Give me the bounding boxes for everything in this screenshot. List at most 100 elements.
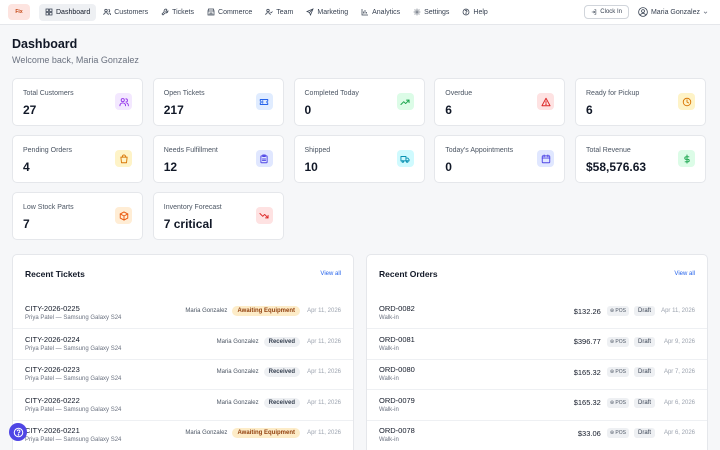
- stat-label: Total Customers: [23, 90, 74, 97]
- stat-card[interactable]: Inventory Forecast 7 critical: [152, 192, 284, 240]
- stat-card[interactable]: Total Customers 27: [12, 78, 143, 126]
- ticket-icon: [260, 98, 269, 105]
- channel-label: POS: [615, 369, 626, 375]
- users-icon: [103, 8, 112, 16]
- order-customer: Walk-in: [379, 437, 399, 443]
- users-icon: [118, 97, 129, 106]
- ticket-assignee: Maria Gonzalez: [185, 430, 228, 436]
- nav-item-tickets[interactable]: Tickets: [155, 4, 200, 21]
- order-customer: Walk-in: [379, 315, 399, 321]
- top-navbar: Fix Dashboard Customers Tickets Commerce…: [0, 0, 720, 25]
- status-badge: Draft: [633, 306, 655, 316]
- status-badge: Draft: [633, 367, 655, 377]
- nav-item-dashboard[interactable]: Dashboard: [39, 3, 97, 21]
- ticket-id: CITY-2026-0221: [25, 426, 80, 435]
- order-row[interactable]: ORD-0081 Walk-in $396.77 ⊛ POS Draft Apr 9, 2…: [367, 329, 707, 360]
- stat-value: 7 critical: [163, 217, 213, 231]
- nav-item-settings[interactable]: Settings: [407, 4, 455, 21]
- stat-label: Open Tickets: [163, 90, 205, 97]
- recent-tickets-title: Recent Tickets: [25, 269, 85, 279]
- nav-item-label: Analytics: [372, 8, 401, 16]
- ticket-id: CITY-2026-0222: [25, 395, 80, 405]
- stat-card[interactable]: Shipped 10: [293, 135, 425, 183]
- stat-card[interactable]: Total Revenue $58,576.63: [575, 135, 706, 183]
- nav-item-label: Team: [276, 8, 294, 16]
- ticket-customer-device: Priya Patel — Samsung Galaxy S24: [25, 315, 122, 321]
- ticket-assignee: Maria Gonzalez: [216, 399, 259, 406]
- nav-item-commerce[interactable]: Commerce: [201, 4, 258, 21]
- stat-label: Shipped: [304, 147, 331, 154]
- floating-help-button[interactable]: [9, 423, 27, 441]
- order-row[interactable]: ORD-0079 Walk-in $165.32 ⊛ POS Draft Apr 6, 2…: [367, 390, 707, 421]
- order-meta: $132.26 ⊛ POS Draft Apr 11, 2026: [574, 306, 695, 316]
- nav-item-marketing[interactable]: Marketing: [300, 4, 354, 21]
- ticket-assignee: Maria Gonzalez: [216, 338, 259, 345]
- stat-card[interactable]: Ready for Pickup 6: [575, 78, 706, 126]
- channel-badge: ⊛ POS: [606, 306, 629, 316]
- dashboard-icon: [45, 8, 53, 16]
- stat-icon-badge: [678, 150, 695, 167]
- nav-item-analytics[interactable]: Analytics: [355, 4, 406, 21]
- stat-value: 7: [23, 217, 30, 231]
- stat-card[interactable]: Completed Today 0: [293, 78, 425, 126]
- order-date: Apr 6, 2026: [663, 399, 695, 406]
- order-row[interactable]: ORD-0080 Walk-in $165.32 ⊛ POS Draft Apr 7, 2…: [367, 359, 707, 390]
- send-icon: [306, 8, 315, 16]
- stat-value: $58,576.63: [586, 160, 647, 174]
- stat-label: Total Revenue: [586, 147, 631, 154]
- stat-icon-badge: [255, 93, 273, 110]
- tickets-view-all-link[interactable]: View all: [320, 271, 341, 277]
- ticket-customer-device: Priya Patel — Samsung Galaxy S24: [25, 376, 122, 382]
- ticket-meta: Maria Gonzalez Received Apr 11, 2026: [216, 336, 341, 347]
- stat-icon-badge: [537, 150, 555, 167]
- stat-value: 4: [23, 160, 30, 174]
- ticket-row[interactable]: CITY-2026-0225 Priya Patel — Samsung Gala…: [13, 298, 353, 329]
- ticket-id: CITY-2026-0225: [25, 304, 80, 313]
- clock-icon: [682, 97, 691, 106]
- stat-label: Ready for Pickup: [586, 90, 640, 97]
- clock-in-label: Clock In: [600, 9, 622, 15]
- stat-card[interactable]: Today's Appointments 0: [434, 135, 566, 183]
- stat-icon-badge: [255, 150, 273, 167]
- stat-card[interactable]: Needs Fulfillment 12: [152, 135, 284, 183]
- order-meta: $33.06 ⊛ POS Draft Apr 6, 2026: [578, 428, 695, 438]
- nav-item-label: Customers: [114, 8, 149, 16]
- app-logo[interactable]: Fix: [8, 4, 30, 20]
- stat-card[interactable]: Pending Orders 4: [12, 135, 143, 183]
- ticket-row[interactable]: CITY-2026-0224 Priya Patel — Samsung Gala…: [13, 329, 353, 360]
- clipboard-icon: [260, 153, 268, 163]
- stat-label: Inventory Forecast: [163, 204, 222, 211]
- stat-icon-badge: [537, 93, 555, 110]
- bar-chart-icon: [361, 9, 369, 16]
- user-menu[interactable]: Maria Gonzalez: [638, 7, 708, 17]
- help-circle-icon: [13, 427, 23, 437]
- status-badge: Received: [263, 397, 300, 408]
- team-icon: [265, 8, 274, 16]
- user-name: Maria Gonzalez: [650, 8, 700, 16]
- help-circle-icon: [463, 8, 470, 16]
- order-customer: Walk-in: [379, 406, 399, 413]
- recent-orders-panel: Recent Orders View all ORD-0082 Walk-in $1…: [366, 254, 708, 450]
- stat-card[interactable]: Overdue 6: [434, 78, 566, 126]
- ticket-row[interactable]: CITY-2026-0222 Priya Patel — Samsung Gala…: [13, 390, 353, 421]
- nav-item-help[interactable]: Help: [456, 4, 493, 21]
- orders-view-all-link[interactable]: View all: [674, 271, 695, 277]
- stat-label: Low Stock Parts: [23, 204, 74, 211]
- chevron-down-icon: [703, 10, 708, 14]
- stat-card[interactable]: Open Tickets 217: [152, 78, 284, 126]
- clock-in-button[interactable]: Clock In: [584, 5, 629, 19]
- nav-item-team[interactable]: Team: [259, 4, 299, 21]
- order-id: ORD-0081: [379, 334, 415, 344]
- stat-label: Needs Fulfillment: [163, 147, 218, 154]
- stat-icon-badge: [396, 150, 414, 167]
- stat-card[interactable]: Low Stock Parts 7: [12, 192, 143, 240]
- order-amount: $396.77: [573, 337, 601, 346]
- ticket-row[interactable]: CITY-2026-0221 Priya Patel — Samsung Gala…: [13, 420, 353, 450]
- order-row[interactable]: ORD-0078 Walk-in $33.06 ⊛ POS Draft Apr 6, 20…: [367, 420, 707, 450]
- stat-value: 0: [445, 160, 452, 174]
- order-row[interactable]: ORD-0082 Walk-in $132.26 ⊛ POS Draft Apr 11, …: [367, 298, 707, 329]
- nav-item-customers[interactable]: Customers: [97, 4, 154, 21]
- ticket-meta: Maria Gonzalez Awaiting Equipment Apr 11, …: [185, 306, 341, 316]
- stat-icon-badge: [115, 93, 132, 110]
- ticket-row[interactable]: CITY-2026-0223 Priya Patel — Samsung Gala…: [13, 359, 353, 390]
